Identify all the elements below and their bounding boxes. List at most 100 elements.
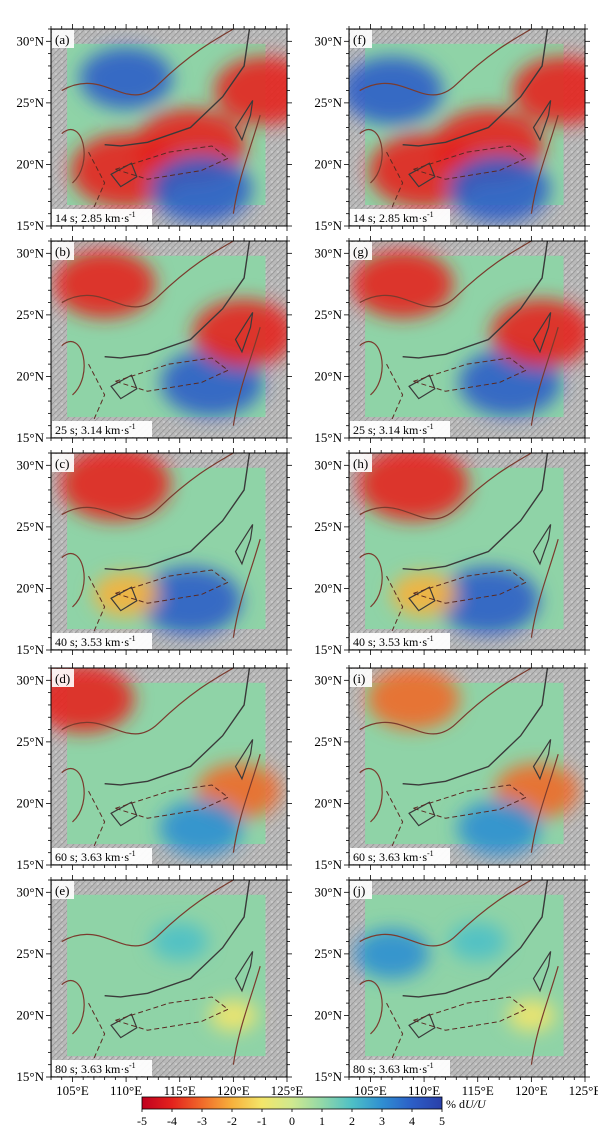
- lat-tick-label: 30°N: [16, 33, 44, 48]
- panel-letter: (e): [55, 883, 69, 898]
- anomaly-region: [507, 999, 556, 1032]
- lat-tick-label: 30°N: [16, 245, 44, 260]
- basin-outline: [113, 996, 229, 1031]
- basin-outline: [88, 1002, 106, 1059]
- period-label-bg: [52, 633, 152, 649]
- lat-tick-label: 25°N: [16, 734, 44, 749]
- period-label: 40 s; 3.53 km·s-1: [55, 634, 136, 649]
- block-boundary: [359, 668, 532, 735]
- lat-tick-label: 15°N: [314, 642, 342, 657]
- plate-boundary: [232, 539, 261, 638]
- anomaly-blobs: [349, 56, 585, 224]
- basin-outline: [386, 575, 404, 632]
- block-boundary: [359, 129, 383, 184]
- block-boundary: [359, 768, 383, 823]
- plate-boundary: [530, 966, 559, 1065]
- basin-outline: [411, 569, 527, 604]
- period-label: 80 s; 3.63 km·s-1: [353, 1061, 434, 1076]
- lat-tick-label: 20°N: [314, 1007, 342, 1022]
- lat-tick-label: 25°N: [314, 519, 342, 534]
- lat-tick-label: 30°N: [16, 457, 44, 472]
- map-panel: 30°N 25°N 20°N 15°N (h) 40 s; 3.53 km·s-1: [314, 448, 590, 657]
- basin-outline: [88, 575, 106, 632]
- lon-tick-label: 115°E: [164, 1083, 196, 1098]
- period-label-text: 80 s; 3.63 km·s: [55, 1062, 129, 1076]
- colorbar-label-italic: U/U: [465, 1097, 487, 1111]
- block-boundary: [359, 241, 532, 308]
- anomaly-region: [349, 56, 443, 125]
- period-label-superscript: -1: [129, 849, 136, 858]
- plate-boundary: [232, 754, 261, 853]
- anomaly-region: [139, 566, 242, 635]
- lon-tick-label: 125°E: [569, 1083, 598, 1098]
- lat-tick-label: 30°N: [314, 672, 342, 687]
- anomaly-blobs: [357, 453, 540, 635]
- lat-tick-label: 15°N: [16, 218, 44, 233]
- anomaly-region: [351, 250, 454, 319]
- period-label-text: 60 s; 3.63 km·s: [55, 850, 129, 864]
- anomaly-region: [391, 572, 458, 617]
- block-boundary: [61, 453, 234, 520]
- period-label-superscript: -1: [129, 634, 136, 643]
- map-panel: 30°N 25°N 20°N 15°N 105°E 110°E 115°E 120°E 125°…: [314, 875, 598, 1098]
- colorbar-tick-label: -3: [197, 1114, 207, 1128]
- colorbar-tick-label: -5: [137, 1114, 147, 1128]
- lat-tick-label: 15°N: [16, 430, 44, 445]
- hainan-outline: [408, 1013, 436, 1039]
- panel-letter: (h): [353, 456, 368, 471]
- period-label-text: 40 s; 3.53 km·s: [55, 635, 129, 649]
- basin-outline: [386, 151, 404, 208]
- colorbar-tick-label: 1: [319, 1114, 325, 1128]
- lat-tick-label: 20°N: [16, 795, 44, 810]
- panel-letter: (i): [353, 671, 365, 686]
- lon-tick-label: 105°E: [354, 1083, 387, 1098]
- period-label-bg: [52, 209, 152, 225]
- anomaly-layer: [349, 29, 585, 224]
- lat-tick-label: 15°N: [314, 430, 342, 445]
- period-label-superscript: -1: [427, 422, 434, 431]
- lat-tick-label: 20°N: [314, 580, 342, 595]
- basin-outline: [88, 363, 106, 420]
- anomaly-blobs: [351, 250, 585, 417]
- anomaly-blobs: [51, 668, 281, 857]
- taiwan-outline: [234, 312, 254, 354]
- panel-letter-bg: [52, 30, 74, 48]
- basin-outline: [113, 357, 229, 392]
- panel-letter-bg: [350, 881, 372, 899]
- block-boundary: [61, 29, 234, 96]
- plate-boundary: [530, 754, 559, 853]
- period-label-bg: [350, 633, 450, 649]
- anomaly-region: [437, 566, 540, 635]
- anomaly-region: [79, 47, 173, 110]
- period-label-bg: [52, 848, 152, 864]
- period-label-bg: [350, 1060, 450, 1076]
- basin-outline: [113, 569, 229, 604]
- anomaly-region: [449, 922, 507, 961]
- coastline: [402, 241, 549, 359]
- map-panel: 30°N 25°N 20°N 15°N (g) 25 s; 3.14 km·s-1: [314, 236, 590, 445]
- anomaly-region: [354, 928, 430, 979]
- period-label-bg: [350, 209, 450, 225]
- block-boundary: [359, 453, 532, 520]
- block-boundary: [61, 668, 234, 735]
- colorbar-bar: [141, 1096, 443, 1110]
- lat-tick-label: 15°N: [314, 857, 342, 872]
- period-label-text: 14 s; 2.85 km·s: [353, 211, 427, 225]
- lat-tick-label: 15°N: [16, 1069, 44, 1084]
- colorbar: -5 -4 -3 -2 -1 0 1 2 3 4 5% dU/U: [137, 1096, 487, 1128]
- period-label-text: 25 s; 3.14 km·s: [353, 423, 427, 437]
- anomaly-region: [448, 155, 551, 224]
- colorbar-tick-label: 5: [439, 1114, 445, 1128]
- lat-tick-label: 15°N: [314, 218, 342, 233]
- lat-tick-label: 25°N: [16, 519, 44, 534]
- block-boundary: [359, 980, 383, 1035]
- panel-letter: (j): [353, 883, 365, 898]
- period-label: 14 s; 2.85 km·s-1: [353, 210, 434, 225]
- taiwan-outline: [234, 100, 254, 142]
- basin-outline: [411, 996, 527, 1031]
- anomaly-layer: [359, 668, 579, 857]
- block-boundary: [359, 341, 383, 396]
- period-label: 14 s; 2.85 km·s-1: [55, 210, 136, 225]
- lat-tick-label: 30°N: [314, 884, 342, 899]
- panel-letter: (f): [353, 32, 366, 47]
